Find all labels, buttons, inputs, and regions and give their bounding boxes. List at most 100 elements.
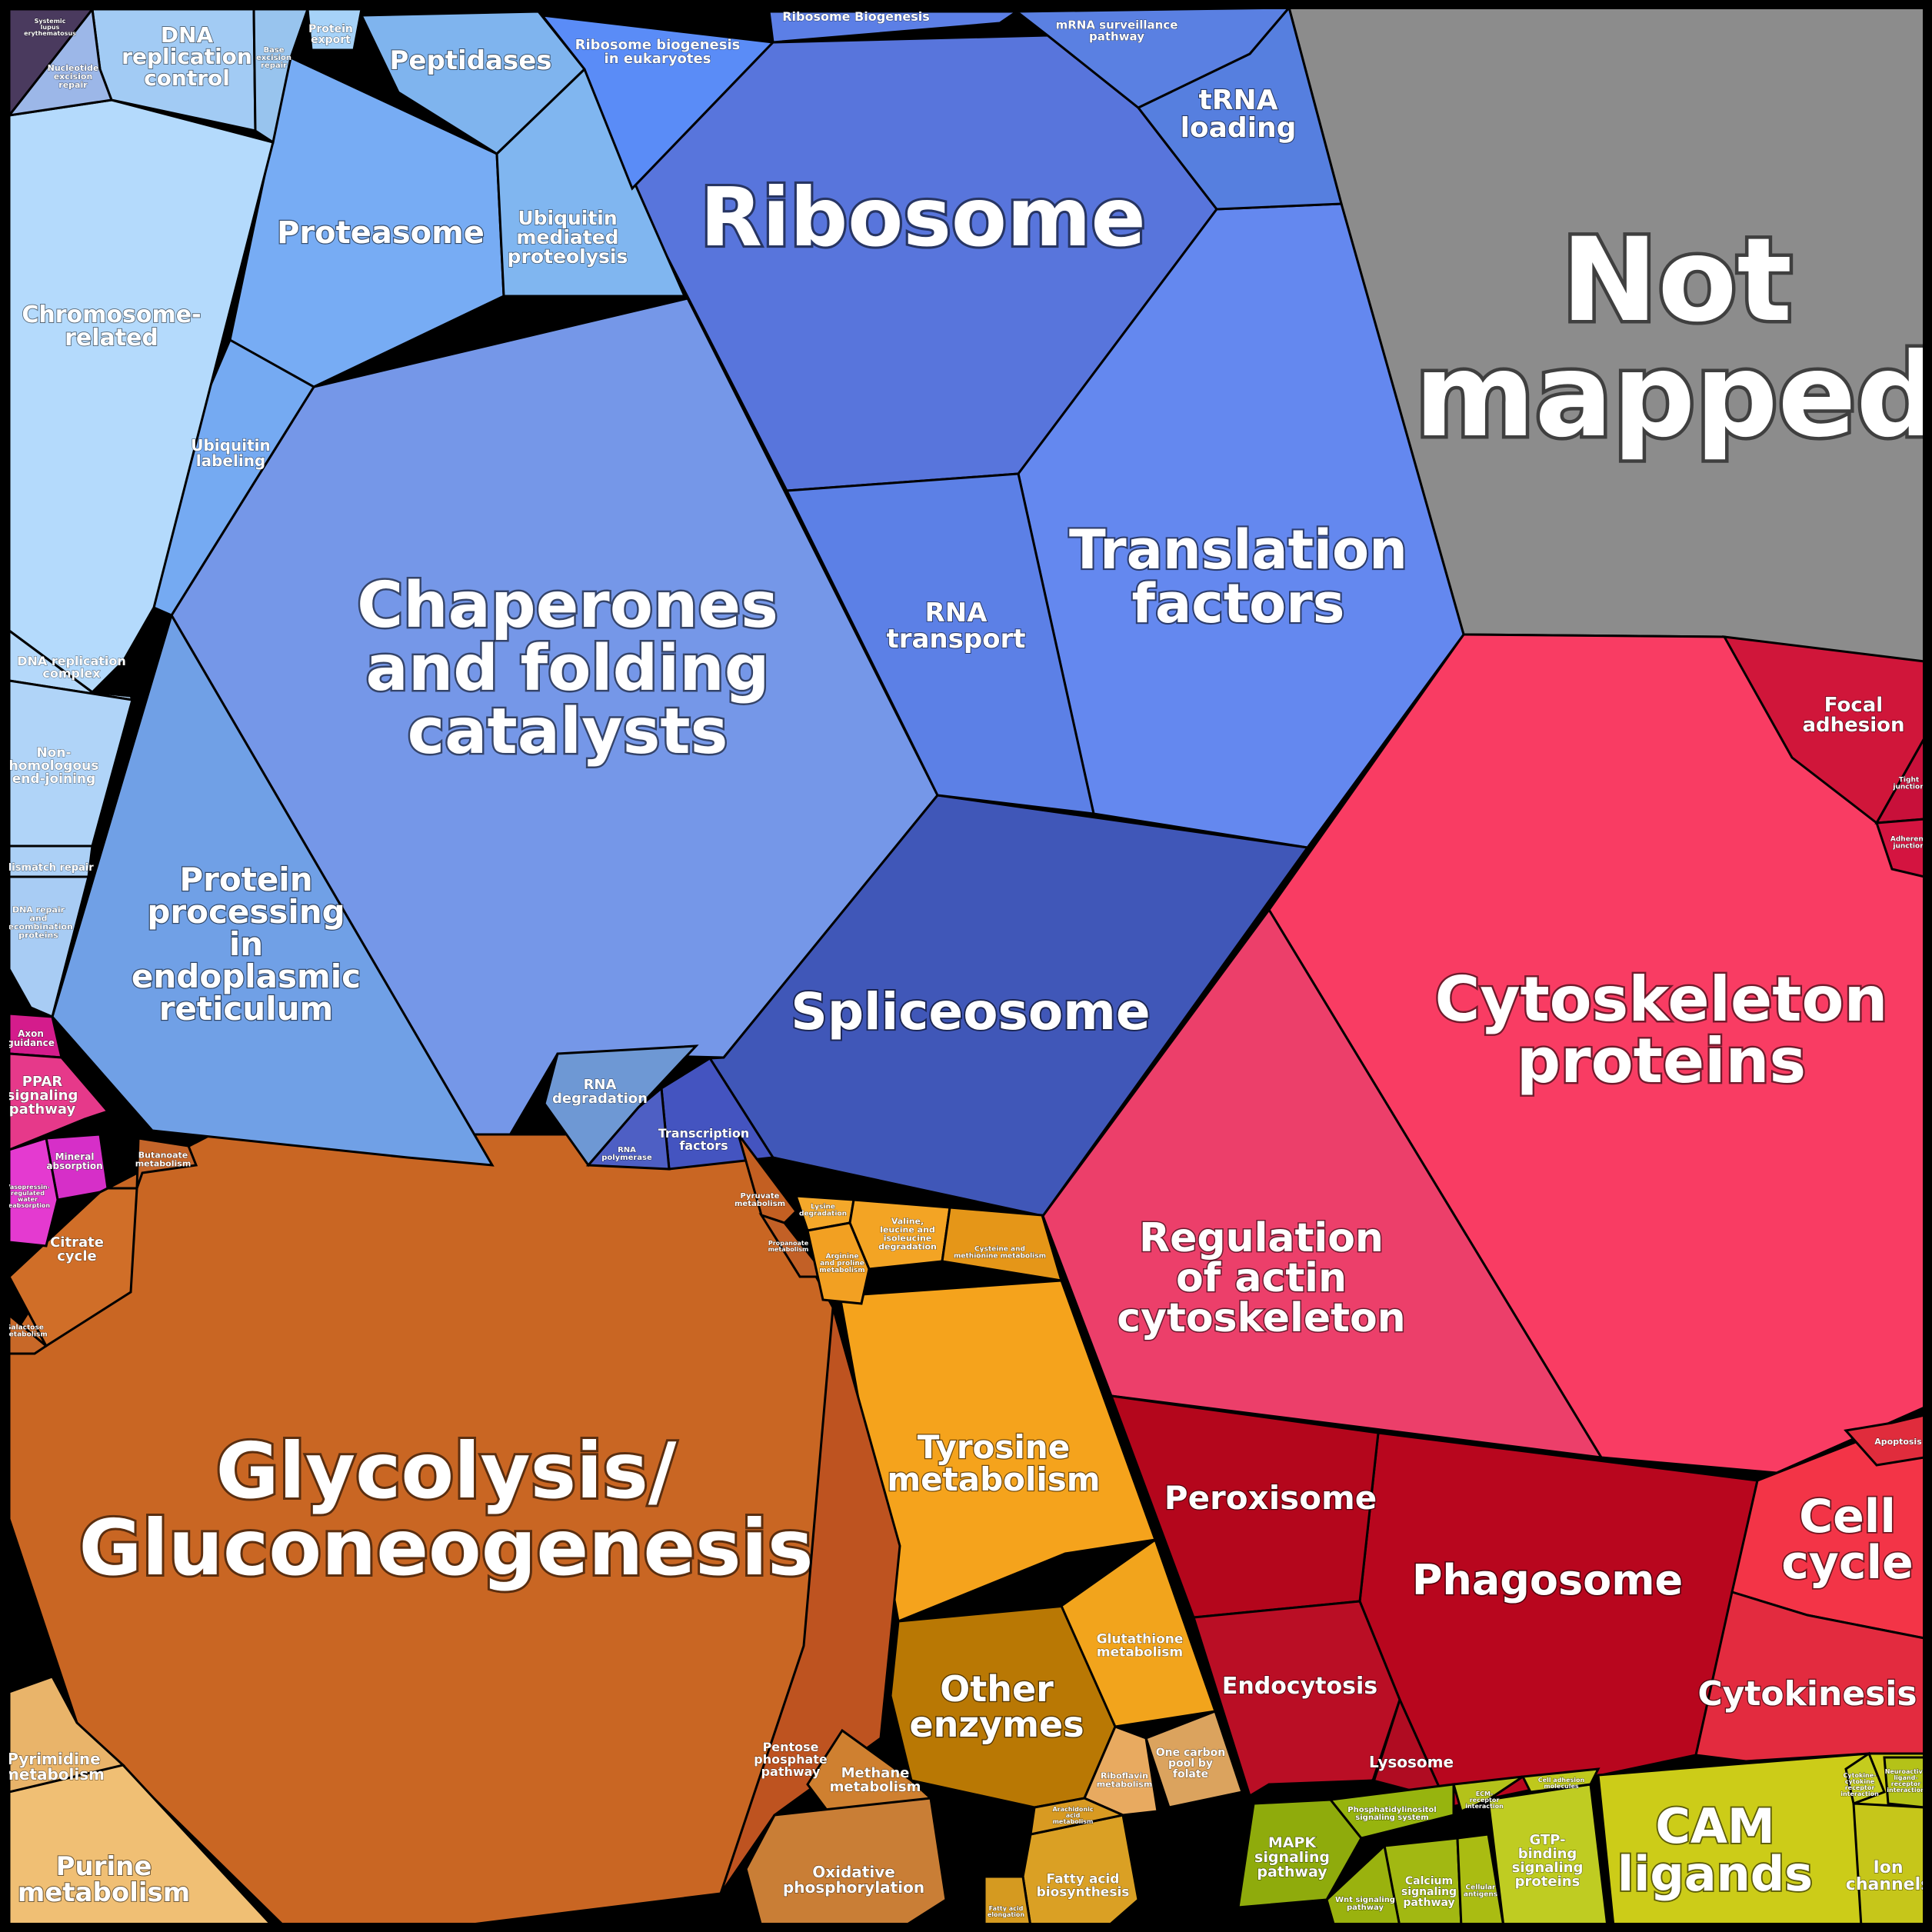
label-line: excision (54, 72, 93, 82)
label-mineral-absorption: Mineral absorption (46, 1151, 102, 1171)
label-line: enzymes (909, 1704, 1084, 1745)
label-dna-repair-and-recombination-proteins: DNA repair and recombination proteins (4, 905, 73, 941)
cell-protein-processing-in-endoplasmic-reticulum (51, 612, 495, 1167)
label-ribosome-biogenesis: Ribosome Biogenesis (782, 9, 930, 24)
label-line: Base (263, 46, 284, 55)
label-line: DNA replication (17, 654, 126, 668)
label-line: ECM- (1476, 1790, 1494, 1797)
label-line: junction (1892, 783, 1924, 791)
label-line: repair (58, 80, 88, 90)
label-line: Transcription (658, 1126, 750, 1141)
label-dna-replication-complex: DNA replication complex (17, 654, 126, 681)
label-axon-guidance: Axon guidance (7, 1028, 55, 1048)
label-line: Systemic (35, 18, 66, 25)
label-line: degradation (552, 1091, 648, 1107)
label-line: Propanoate (768, 1240, 809, 1247)
label-line: of actin (1176, 1255, 1347, 1301)
label-arachidonic-acid-metabolism: Arachidonic acid metabolism (1052, 1806, 1093, 1825)
label-line: repair (261, 62, 287, 70)
label-line: Mineral (55, 1151, 95, 1162)
label-line: Proteasome (277, 215, 485, 251)
label-line: Glutathione (1097, 1632, 1184, 1647)
label-line: Purine (56, 1851, 152, 1882)
cell-cysteine-and-methionine-metabolism (941, 1206, 1064, 1282)
label-line: Peptidases (389, 45, 551, 76)
label-line: Valine, (891, 1217, 924, 1227)
label-line: and proline (820, 1260, 864, 1267)
label-line: receptor (1845, 1784, 1875, 1791)
label-line: Chromosome- (22, 301, 201, 328)
label-line: proteins (1517, 1025, 1806, 1097)
label-line: Peroxisome (1164, 1479, 1377, 1517)
label-line: excision (256, 54, 291, 62)
label-line: Cysteine and (974, 1245, 1025, 1253)
label-line: mediated (516, 226, 618, 248)
label-line: DNA repair (12, 905, 65, 915)
label-line: Apoptosis (1874, 1437, 1922, 1447)
label-line: receptor (1470, 1797, 1500, 1804)
label-line: pathway (1089, 29, 1144, 43)
label-line: Phosphatidylinositol (1347, 1806, 1436, 1814)
label-line: metabolism (135, 1159, 192, 1169)
label-line: signaling system (1355, 1814, 1428, 1822)
label-line: Cell (1799, 1490, 1896, 1544)
label-line: water (18, 1196, 38, 1203)
label-rna-polymerase: RNA polymerase (601, 1146, 652, 1162)
label-pentose-phosphate-pathway: Pentose phosphate pathway (754, 1740, 828, 1779)
label-ecm-receptor-interaction: ECM-receptor interaction (1465, 1790, 1504, 1810)
label-line: Cytoskeleton (1435, 964, 1888, 1035)
label-line: tRNA (1199, 85, 1278, 116)
label-systemic-lupus-erythematosus: Systemic lupus erythematosus (24, 18, 76, 37)
label-line: channels (1846, 1875, 1930, 1894)
label-protein-export: Protein export (308, 23, 353, 46)
label-line: Pyruvate (741, 1192, 780, 1201)
label-cellular-antigens: Cellular antigens (1464, 1884, 1497, 1898)
label-line: Cell adhesion (1538, 1777, 1585, 1784)
label-line: homologous (9, 758, 99, 774)
label-line: metabolism (830, 1779, 921, 1795)
label-line: Calcium (1405, 1875, 1453, 1887)
label-trna-loading: tRNA loading (1181, 85, 1297, 144)
label-line: RNA (584, 1077, 617, 1093)
label-line: in eukaryotes (605, 51, 711, 67)
label-line: Fatty acid (989, 1905, 1024, 1912)
label-line: signaling (7, 1088, 78, 1104)
label-wnt-signaling-pathway: Wnt signaling pathway (1335, 1896, 1395, 1912)
label-cell-adhesion-molecules: Cell adhesion molecules (1538, 1777, 1585, 1790)
label-adherens-junction: Adherens junction (1890, 835, 1927, 850)
label-tight-junction: Tight junction (1892, 776, 1924, 791)
label-ubiquitin-mediated-proteolysis: Ubiquitin mediated proteolysis (508, 207, 628, 268)
label-riboflavin-metabolism: Riboflavin metabolism (1097, 1771, 1153, 1790)
label-ppar-signaling-pathway: PPAR signaling pathway (7, 1074, 78, 1118)
label-line: erythematosus (24, 30, 76, 37)
label-line: Phagosome (1412, 1556, 1683, 1604)
label-line: Lysosome (1369, 1753, 1454, 1771)
label-line: Ribosome (700, 171, 1145, 265)
label-line: Methane (841, 1765, 910, 1781)
label-line: Vasopressin- (5, 1184, 50, 1191)
label-line: isoleucine (884, 1234, 932, 1244)
labels-layer: Not mapped Ribosome Chaperones and folding ca… (2, 8, 1932, 1918)
label-line: Pentose (763, 1740, 819, 1754)
label-line: Arachidonic (1052, 1806, 1093, 1813)
label-base-excision-repair: Base excision repair (256, 46, 291, 70)
label-butanoate-metabolism: Butanoate metabolism (135, 1151, 192, 1169)
label-line: Adherens (1890, 835, 1927, 843)
label-line: cytoskeleton (1117, 1295, 1405, 1341)
label-one-carbon-pool-by-folate: One carbon pool by folate (1156, 1747, 1226, 1780)
label-line: Ubiquitin (518, 207, 617, 229)
label-line: pool by (1168, 1757, 1213, 1770)
label-line: Axon (18, 1028, 44, 1039)
cell-arginine-and-proline-metabolism (806, 1221, 871, 1305)
label-line: Protein (179, 861, 312, 898)
label-chaperones-and-folding-catalysts: Chaperones and folding catalysts (357, 569, 778, 768)
label-peroxisome: Peroxisome (1164, 1479, 1377, 1517)
label-line: proteins (1515, 1874, 1581, 1890)
label-line: factors (679, 1138, 728, 1153)
label-phosphatidylinositol-signaling-system: Phosphatidylinositol signaling system (1347, 1806, 1436, 1822)
label-line: loading (1181, 112, 1297, 144)
label-line: in (229, 925, 263, 963)
label-cam-ligands: CAM ligands (1617, 1798, 1813, 1902)
label-line: Citrate (50, 1234, 104, 1251)
